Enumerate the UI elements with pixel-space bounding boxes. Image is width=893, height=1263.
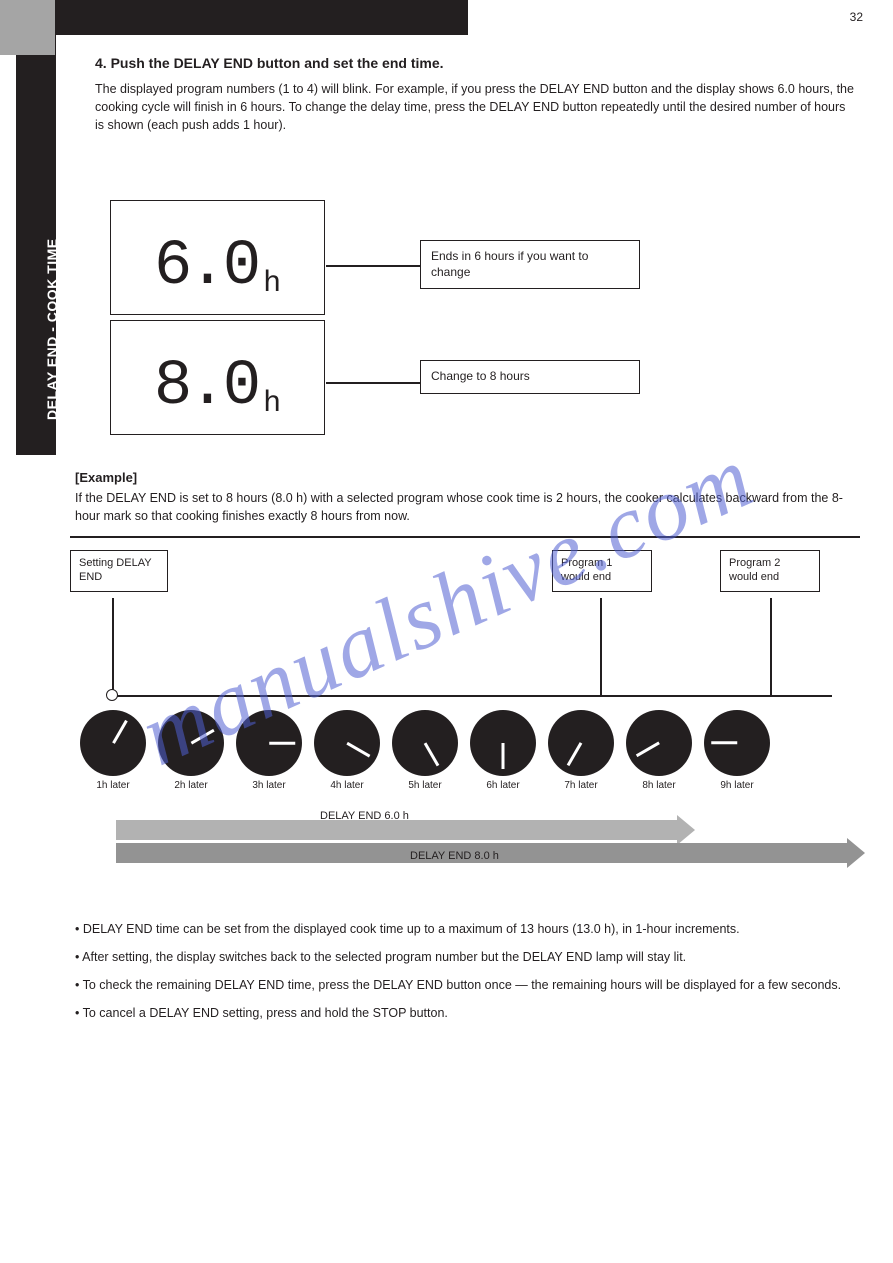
clock-icon: 1h later <box>80 710 146 776</box>
note-line: • To check the remaining DELAY END time,… <box>75 976 855 994</box>
arrow-head-icon <box>677 815 695 845</box>
timeline-label-setting: Setting DELAY END <box>70 550 168 592</box>
timeline-start-marker <box>106 689 118 701</box>
lcd-value-2: 8.0 <box>154 355 257 419</box>
timeline-axis <box>112 695 832 697</box>
clock-label: 5h later <box>408 780 441 791</box>
arrow-bar-1 <box>116 820 681 840</box>
arrow-head-icon <box>847 838 865 868</box>
display-label-2: Change to 8 hours <box>420 360 640 394</box>
note-line: • To cancel a DELAY END setting, press a… <box>75 1004 855 1022</box>
clock-label: 2h later <box>174 780 207 791</box>
timeline-label-p2: Program 2 would end <box>720 550 820 592</box>
vline-p2 <box>770 598 772 696</box>
intro-text: The displayed program numbers (1 to 4) w… <box>95 80 855 134</box>
clock-label: 7h later <box>564 780 597 791</box>
clock-label: 4h later <box>330 780 363 791</box>
display-label-1: Ends in 6 hours if you want to change <box>420 240 640 289</box>
clock-icon: 4h later <box>314 710 380 776</box>
clock-icon: 7h later <box>548 710 614 776</box>
clock-label: 3h later <box>252 780 285 791</box>
side-label: DELAY END - COOK TIME <box>44 238 60 420</box>
page-number: 32 <box>850 10 863 24</box>
clock-label: 6h later <box>486 780 519 791</box>
lcd-value-1: 6.0 <box>154 235 257 299</box>
header-bar <box>0 0 468 35</box>
clock-icon: 6h later <box>470 710 536 776</box>
clocks-row: 1h later 2h later 3h later 4h later 5h l… <box>80 710 770 776</box>
clock-icon: 5h later <box>392 710 458 776</box>
timeline-diagram: Setting DELAY END Program 1 would end Pr… <box>70 550 870 880</box>
clock-icon: 2h later <box>158 710 224 776</box>
example-heading: [Example] <box>75 470 137 485</box>
divider-line <box>70 536 860 538</box>
lcd-unit-2: h <box>263 389 281 419</box>
clock-icon: 3h later <box>236 710 302 776</box>
lcd-display-2: 8.0 h <box>110 320 325 435</box>
vline-p1 <box>600 598 602 696</box>
clock-label: 9h later <box>720 780 753 791</box>
header-corner-square <box>0 0 55 55</box>
timeline-label-p1: Program 1 would end <box>552 550 652 592</box>
lcd-display-1: 6.0 h <box>110 200 325 315</box>
connector-1 <box>326 265 421 267</box>
notes-block: • DELAY END time can be set from the dis… <box>75 920 855 1033</box>
clock-label: 1h later <box>96 780 129 791</box>
lcd-unit-1: h <box>263 269 281 299</box>
clock-icon: 8h later <box>626 710 692 776</box>
note-line: • DELAY END time can be set from the dis… <box>75 920 855 938</box>
vline-setting <box>112 598 114 696</box>
example-text: If the DELAY END is set to 8 hours (8.0 … <box>75 490 855 525</box>
section-heading: 4. Push the DELAY END button and set the… <box>95 55 444 71</box>
note-line: • After setting, the display switches ba… <box>75 948 855 966</box>
clock-icon: 9h later <box>704 710 770 776</box>
connector-2 <box>326 382 421 384</box>
clock-label: 8h later <box>642 780 675 791</box>
arrow-label-2: DELAY END 8.0 h <box>410 850 499 862</box>
